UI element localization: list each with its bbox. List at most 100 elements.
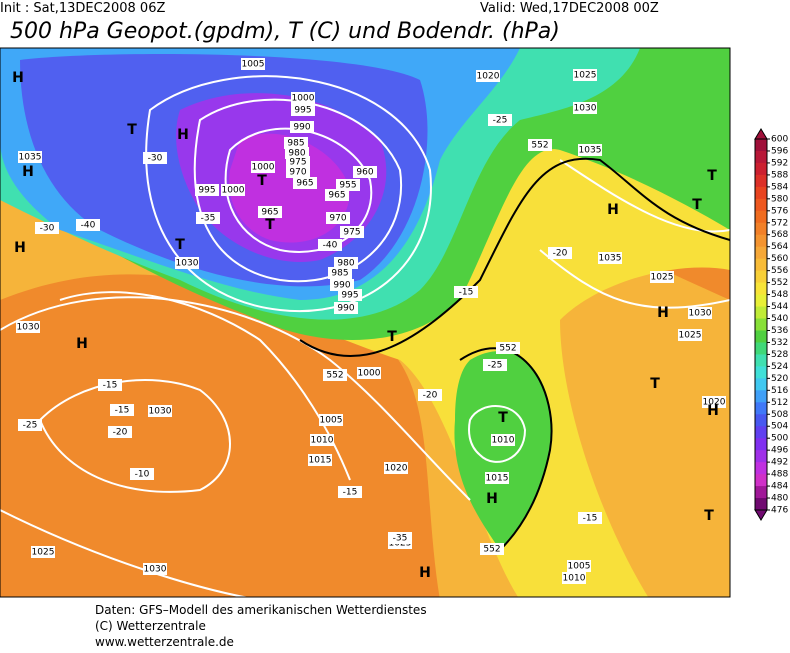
legend-swatch [755,162,767,176]
legend-swatch [755,402,767,415]
contour-label: 1020 [703,398,726,408]
legend-swatch [755,342,767,355]
init-text: Init : Sat,13DEC2008 06Z [0,1,165,16]
label-bg [334,257,358,269]
legend-tick-label: 484 [771,482,788,492]
legend-swatch [755,438,767,451]
contour-label: -20 [553,249,568,259]
legend-swatch [755,462,767,475]
label-bg [308,454,332,466]
pressure-center: H [177,127,189,143]
contour-label: -40 [323,241,338,251]
legend-tick-label: 560 [771,254,788,264]
isobar [59,291,351,481]
legend-tick-label: 548 [771,290,788,300]
contour-label: 1025 [32,548,55,558]
contour-label: 1035 [599,254,622,264]
contour-label: 1005 [320,416,343,426]
contour-label: 552 [326,371,343,381]
legend-swatch [755,294,767,308]
legend-tick-label: 584 [771,182,788,192]
contour-label: -35 [393,534,408,544]
label-bg [241,58,265,70]
legend-tick-label: 476 [771,506,788,516]
legend-swatch [755,498,767,511]
label-bg [496,342,520,354]
map [0,48,730,597]
legend-frame [754,138,768,511]
contour-label: -15 [103,381,118,391]
label-bg [318,239,342,251]
contour-label: 965 [328,191,345,201]
legend-swatch [755,354,767,367]
contour-label: 990 [337,304,354,314]
label-bg [143,152,167,164]
label-bg [319,414,343,426]
legend-swatch [755,258,767,272]
label-bg [485,472,509,484]
pressure-center: T [257,173,267,189]
pressure-center: H [707,403,719,419]
contour-label: 1025 [679,331,702,341]
footer-line: (C) Wetterzentrale [95,619,206,633]
pressure-center: T [707,168,717,184]
contour-label: 1025 [574,71,597,81]
contour-label: 1030 [689,309,712,319]
label-bg [290,121,314,133]
pressure-center: H [486,491,498,507]
legend-swatch [755,246,767,260]
pressure-center: T [387,329,397,345]
label-bg [548,247,572,259]
legend-tick-label: 516 [771,386,788,396]
label-bg [388,532,412,544]
legend-swatch [755,366,767,379]
contour-label: 975 [343,228,360,238]
contour-label: 1005 [568,562,591,572]
zone [454,351,552,550]
contour-label: 1010 [311,436,334,446]
legend-swatch [755,330,767,343]
contour-552 [299,157,730,357]
contour-label: 965 [261,208,278,218]
label-bg [573,102,597,114]
legend-swatch [755,186,767,200]
label-bg [175,257,199,269]
label-bg [702,396,726,408]
contour-label: -25 [493,116,508,126]
contour-label: -25 [23,421,38,431]
label-bg [195,184,219,196]
label-bg [323,369,347,381]
title: 500 hPa Geopot.(gpdm), T (C) und Bodendr… [10,19,560,44]
contour-label: -35 [201,214,216,224]
legend-tick-label: 588 [771,170,788,180]
valid-text: Valid: Wed,17DEC2008 00Z [480,1,659,16]
label-bg [221,184,245,196]
legend-swatch [755,450,767,463]
label-bg [678,329,702,341]
label-bg [476,70,500,82]
contour-label: 1020 [385,464,408,474]
label-bg [108,426,132,438]
contour-label: 970 [329,214,346,224]
label-bg [650,271,674,283]
contour-label: 1030 [144,565,167,575]
contour-label: -40 [81,221,96,231]
contour-label: -10 [135,470,150,480]
legend-tick-label: 488 [771,470,788,480]
label-bg [110,404,134,416]
label-bg [31,546,55,558]
legend-tick-label: 564 [771,242,788,252]
label-bg [483,359,507,371]
legend-swatch [755,474,767,487]
contour-label: 975 [289,158,306,168]
legend-tick-label: 528 [771,350,788,360]
footer-line: Daten: GFS–Modell des amerikanischen Wet… [95,603,427,617]
label-bg [491,434,515,446]
contour-label: 1030 [176,259,199,269]
legend-cap [754,509,768,521]
contour-label: 1025 [651,273,674,283]
isobar [539,249,730,309]
legend-tick-label: 600 [771,135,788,145]
label-bg [528,139,552,151]
label-bg [418,389,442,401]
